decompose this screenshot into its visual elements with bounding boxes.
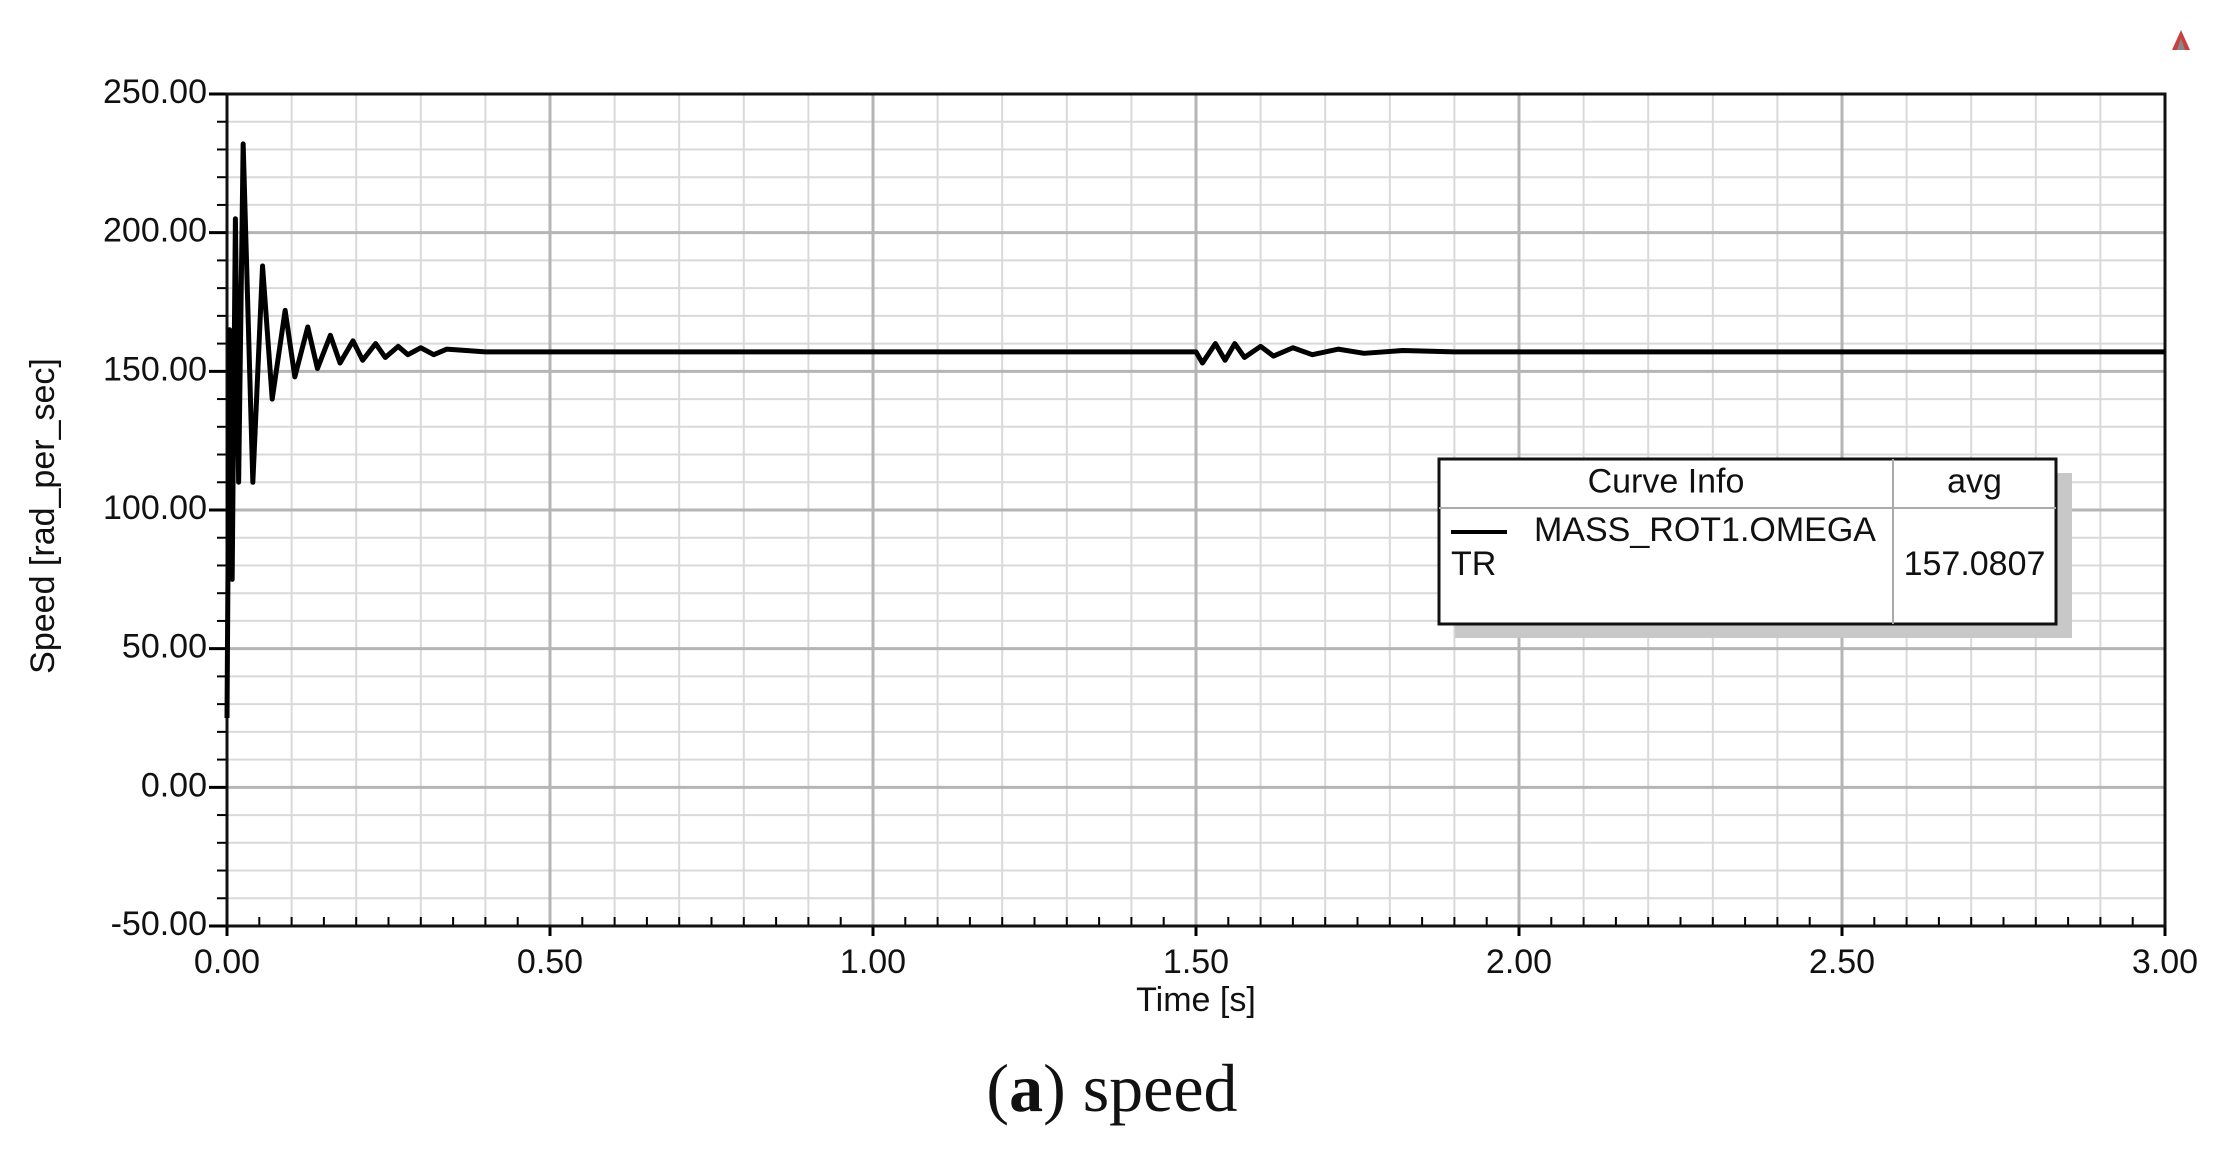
x-tick-label: 0.50 <box>517 943 583 981</box>
x-tick-label: 3.00 <box>2132 943 2198 981</box>
legend-header: avg <box>1947 462 2002 500</box>
y-tick-label: 150.00 <box>103 350 207 388</box>
caption-part: ) speed <box>1043 1050 1237 1126</box>
legend: Curve Info avg MASS_ROT1.OMEGA TR 157.0807 <box>1437 457 2058 626</box>
x-axis-label: Time [s] <box>1136 981 1256 1019</box>
y-tick-label: 200.00 <box>103 212 207 250</box>
caption: (a) speed <box>986 1050 1237 1126</box>
legend-avg: 157.0807 <box>1904 545 2046 583</box>
x-tick-label: 0.00 <box>194 943 260 981</box>
y-tick-label: 100.00 <box>103 489 207 527</box>
legend-entry: MASS_ROT1.OMEGA <box>1534 511 1876 549</box>
y-tick-label: 0.00 <box>141 766 207 804</box>
y-tick-label: -50.00 <box>111 905 207 943</box>
legend-box <box>1437 457 2058 626</box>
x-tick-label: 1.00 <box>840 943 906 981</box>
data-line <box>224 141 2165 719</box>
x-tick-label: 1.50 <box>1163 943 1229 981</box>
caption-part: ( <box>986 1050 1009 1126</box>
y-tick-label: 250.00 <box>103 73 207 111</box>
x-tick-label: 2.50 <box>1809 943 1875 981</box>
corner-icon <box>2172 30 2190 50</box>
x-tick-label: 2.00 <box>1486 943 1552 981</box>
y-tick-label: 50.00 <box>122 628 207 666</box>
legend-tag: TR <box>1451 545 1496 583</box>
y-axis-label: Speed [rad_per_sec] <box>24 358 62 674</box>
legend-header: Curve Info <box>1588 462 1745 500</box>
caption-part: a <box>1009 1050 1043 1126</box>
icon-shape <box>2177 38 2185 50</box>
